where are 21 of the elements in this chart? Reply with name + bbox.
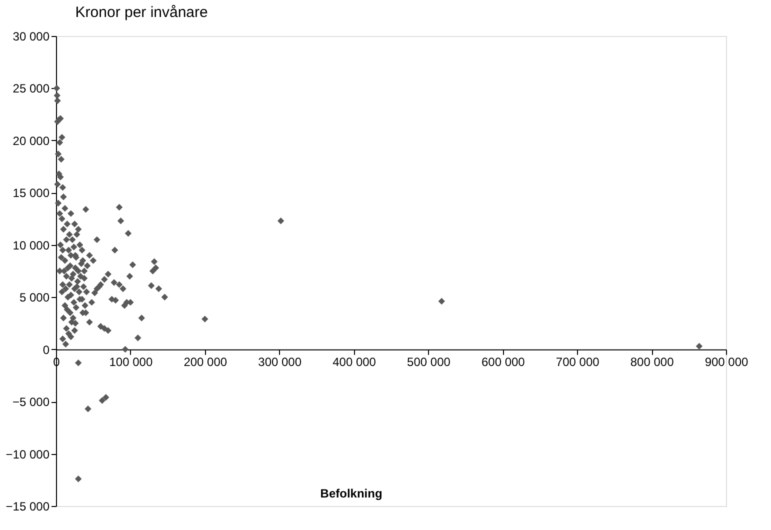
x-axis-title: Befolkning — [320, 486, 382, 500]
chart-title: Kronor per invånare — [75, 4, 208, 21]
y-tick-label: 20 000 — [12, 134, 50, 148]
y-tick-label: 30 000 — [12, 30, 50, 44]
x-tick-label: 800 000 — [630, 354, 674, 369]
x-tick-label: 600 000 — [481, 354, 526, 369]
y-tick-label: 5 000 — [19, 290, 50, 305]
x-tick-label: 500 000 — [407, 354, 451, 369]
x-tick-label: 100 000 — [109, 354, 153, 369]
y-tick-label: −15 000 — [6, 500, 50, 514]
y-tick-label: 0 — [42, 342, 50, 357]
x-tick-label: 900 000 — [704, 354, 749, 369]
y-tick-label: 15 000 — [12, 186, 50, 200]
y-tick-label: 10 000 — [12, 238, 50, 252]
x-tick-label: 700 000 — [556, 354, 600, 369]
x-tick-label: 400 000 — [332, 354, 376, 369]
y-tick-label: 25 000 — [12, 82, 50, 96]
y-tick-label: −10 000 — [6, 447, 50, 462]
y-tick-label: −5 000 — [12, 395, 50, 410]
x-tick-label: 200 000 — [184, 354, 228, 369]
x-tick-label: 300 000 — [258, 354, 302, 369]
